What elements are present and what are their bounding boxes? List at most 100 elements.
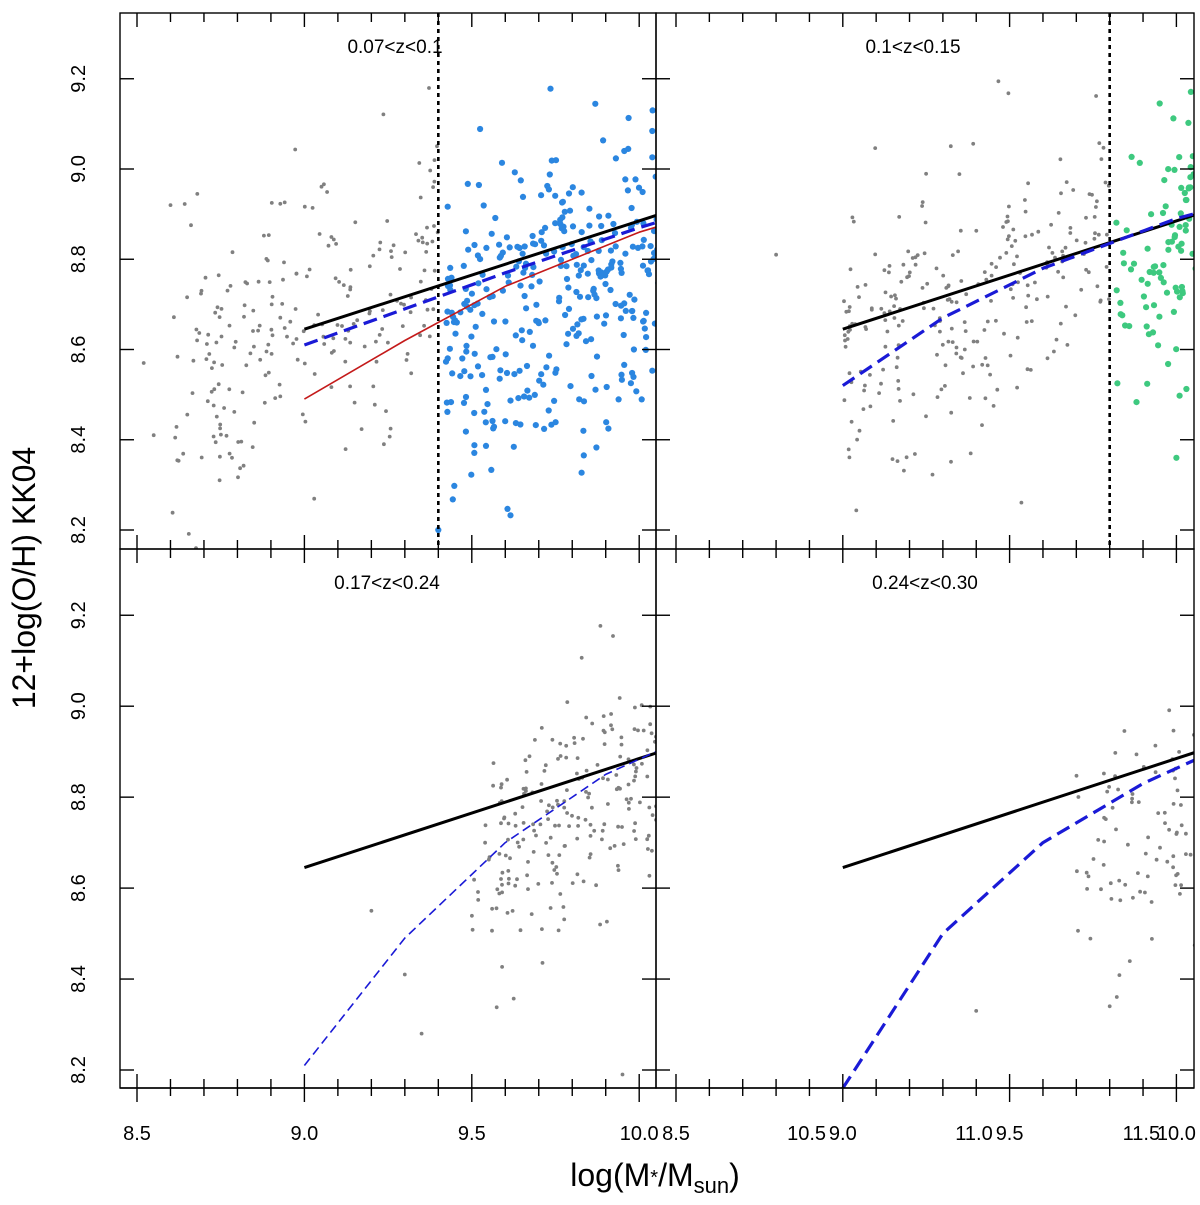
- data-point: [881, 157, 887, 163]
- data-point: [1144, 380, 1151, 387]
- gray-point: [1063, 245, 1068, 250]
- data-point: [523, 305, 530, 312]
- gray-point: [974, 228, 979, 233]
- gray-point: [553, 823, 557, 828]
- gray-point: [664, 849, 668, 853]
- data-point: [1130, 260, 1138, 267]
- data-point: [633, 388, 640, 395]
- data-point: [931, 77, 937, 83]
- data-point: [1117, 299, 1124, 306]
- gray-point: [889, 294, 893, 299]
- gray-point: [252, 420, 257, 425]
- data-point: [759, 99, 765, 105]
- gray-point: [562, 799, 567, 804]
- data-point: [989, 152, 995, 158]
- gray-point: [277, 382, 282, 387]
- gray-point: [627, 807, 631, 811]
- data-point: [669, 203, 675, 209]
- gray-point: [971, 141, 976, 146]
- gray-point: [575, 836, 580, 841]
- data-point: [965, 79, 971, 85]
- gray-point: [645, 774, 650, 779]
- gray-point: [941, 273, 946, 278]
- data-point: [834, 230, 840, 236]
- data-point: [952, 137, 958, 143]
- data-point: [866, 702, 872, 708]
- data-point: [676, 301, 682, 307]
- gray-point: [902, 468, 906, 473]
- gray-point: [614, 773, 619, 777]
- data-point: [782, 192, 788, 198]
- data-point: [608, 261, 615, 268]
- gray-point: [435, 144, 439, 149]
- data-point: [726, 264, 732, 270]
- gray-point: [490, 928, 494, 933]
- data-point: [820, 231, 826, 237]
- gray-point: [650, 813, 655, 817]
- gray-point: [626, 782, 631, 787]
- gray-point: [602, 742, 607, 746]
- gray-point: [701, 645, 705, 649]
- data-point: [691, 302, 697, 308]
- data-point: [724, 305, 730, 311]
- gray-point: [1178, 892, 1182, 896]
- data-point: [750, 725, 756, 731]
- data-point: [1031, 175, 1037, 181]
- gray-point: [632, 727, 637, 731]
- data-point: [559, 214, 566, 221]
- data-point: [845, 76, 851, 82]
- data-point: [715, 232, 721, 238]
- data-point: [809, 130, 815, 136]
- data-point: [856, 77, 862, 83]
- data-point: [991, 95, 997, 101]
- gray-point: [264, 349, 269, 354]
- gray-point: [632, 829, 636, 833]
- data-point: [981, 85, 987, 91]
- gray-point: [262, 233, 266, 238]
- data-point: [984, 97, 990, 103]
- gray-point: [674, 720, 678, 724]
- data-point: [754, 283, 760, 289]
- data-point: [788, 204, 794, 210]
- data-point: [933, 204, 939, 210]
- gray-point: [638, 800, 642, 805]
- gray-point: [343, 359, 348, 364]
- data-point: [768, 163, 774, 169]
- data-point: [731, 684, 737, 690]
- data-point: [898, 626, 904, 632]
- gray-point: [561, 905, 566, 909]
- data-point: [904, 85, 910, 91]
- gray-point: [601, 776, 605, 781]
- data-point: [584, 270, 591, 277]
- data-point: [934, 660, 940, 666]
- data-point: [899, 657, 905, 663]
- gray-point: [258, 357, 263, 362]
- data-point: [855, 161, 861, 167]
- data-point: [1155, 644, 1161, 650]
- gray-point: [1167, 708, 1172, 713]
- gray-point: [968, 451, 973, 456]
- y-tick-label: 8.2: [68, 1056, 90, 1084]
- data-point: [950, 729, 956, 735]
- data-point: [953, 662, 959, 668]
- gray-point: [513, 823, 518, 828]
- gray-point: [602, 822, 607, 827]
- gray-point: [185, 295, 190, 300]
- data-point: [935, 134, 941, 140]
- gray-point: [317, 232, 322, 236]
- data-point: [773, 678, 779, 684]
- data-point: [709, 261, 715, 267]
- data-point: [1176, 154, 1183, 161]
- gray-point: [387, 434, 392, 439]
- data-point: [682, 149, 688, 155]
- gray-point: [683, 705, 687, 709]
- data-point: [670, 189, 676, 195]
- data-point: [791, 171, 797, 177]
- gray-point: [1023, 234, 1028, 239]
- data-point: [496, 254, 503, 261]
- x-tick-label: 10.0: [1157, 1123, 1196, 1145]
- gray-point: [588, 834, 593, 838]
- data-point: [871, 678, 877, 684]
- gray-point: [949, 326, 954, 331]
- data-point: [938, 210, 944, 216]
